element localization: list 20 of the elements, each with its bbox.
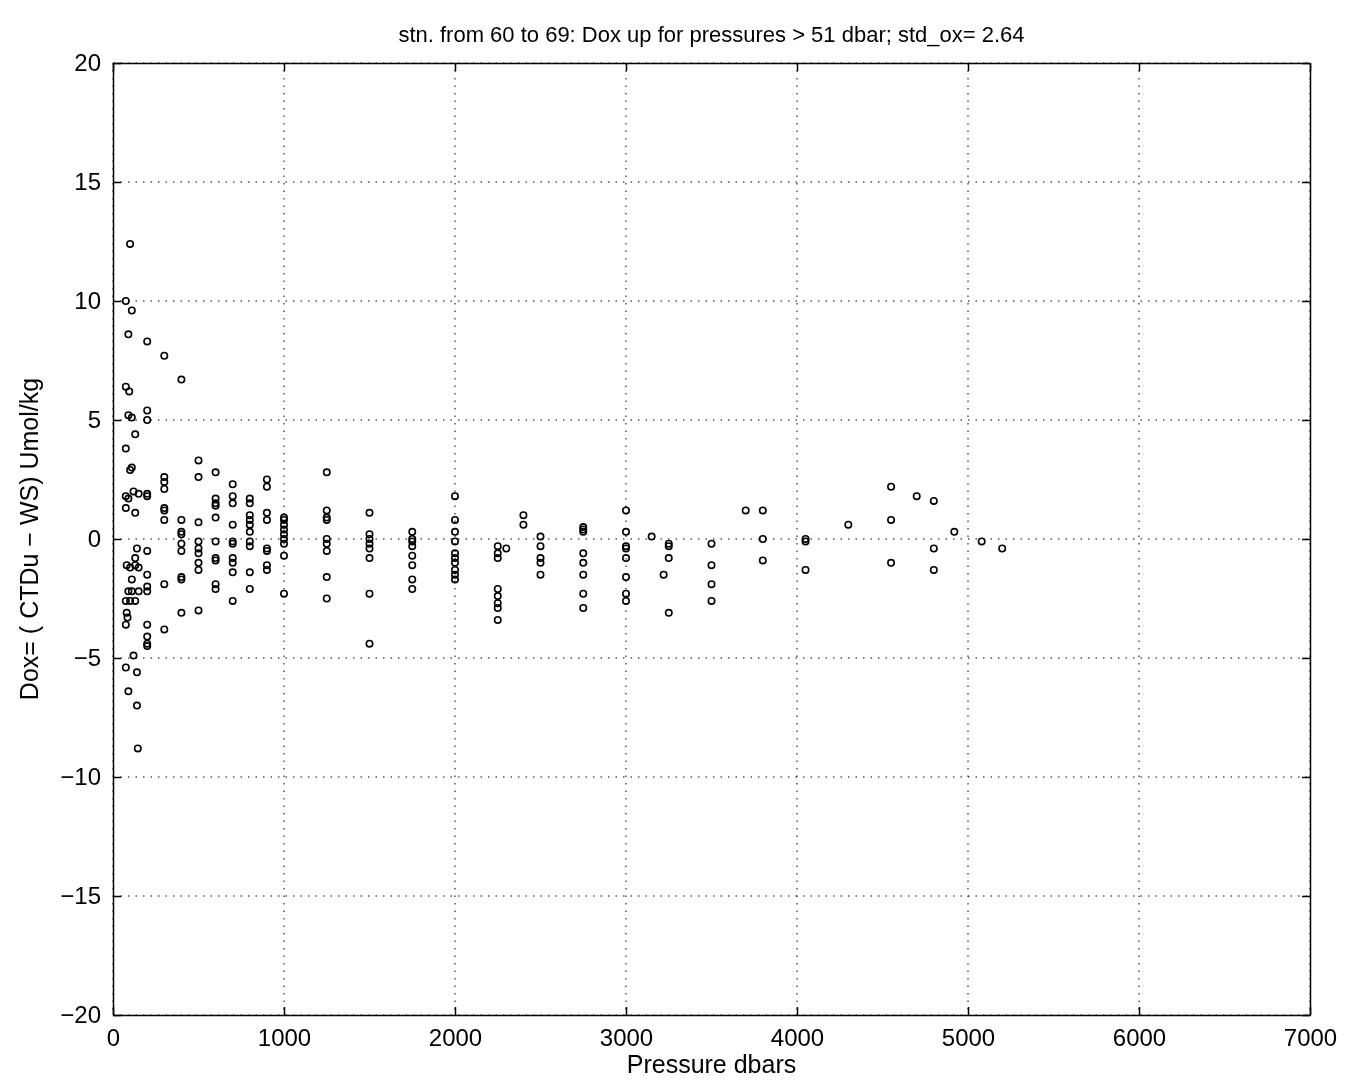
x-tick-label: 6000 — [1112, 1024, 1167, 1052]
x-tick-label: 7000 — [1283, 1024, 1338, 1052]
chart-title: stn. from 60 to 69: Dox up for pressures > 51 dbar; std_ox= 2.64 — [398, 22, 1025, 47]
x-tick-label: 2000 — [428, 1024, 483, 1052]
y-tick-label: −5 — [73, 644, 101, 672]
y-axis-title: Dox= ( CTDu − WS) Umol/kg — [15, 377, 43, 701]
x-tick-label: 1000 — [257, 1024, 312, 1052]
y-tick-label: −20 — [60, 1001, 101, 1029]
x-tick-label: 5000 — [941, 1024, 996, 1052]
y-tick-label: 10 — [74, 287, 101, 315]
x-tick-label: 3000 — [599, 1024, 654, 1052]
y-tick-label: 5 — [87, 406, 101, 434]
y-tick-label: −10 — [60, 763, 101, 791]
y-tick-label: −15 — [60, 882, 101, 910]
y-tick-label: 0 — [87, 525, 101, 553]
y-tick-label: 15 — [74, 168, 101, 196]
x-tick-label: 4000 — [770, 1024, 825, 1052]
x-tick-label: 0 — [106, 1024, 121, 1052]
y-tick-label: 20 — [74, 49, 101, 77]
x-axis-title: Pressure dbars — [626, 1050, 797, 1078]
